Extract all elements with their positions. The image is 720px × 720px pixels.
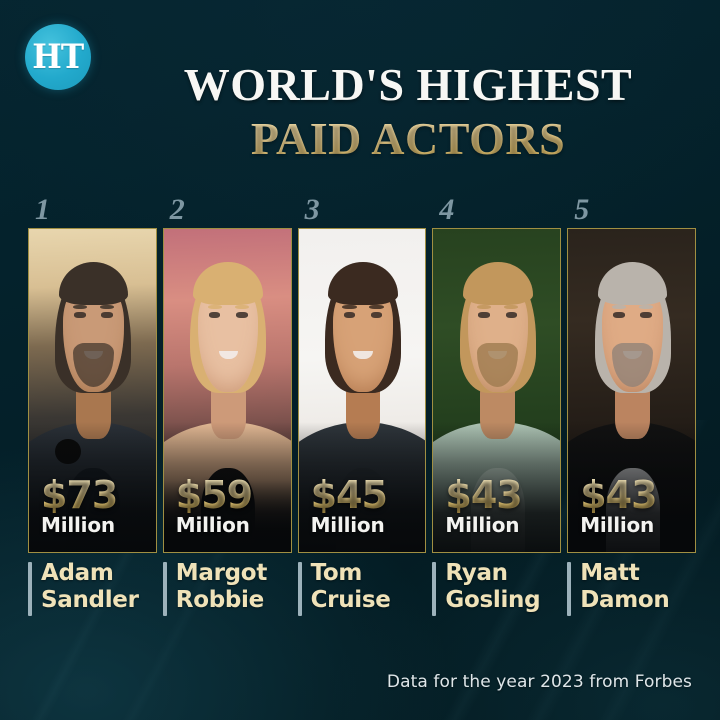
first-name: Ryan [445,560,508,586]
actor-card-row: $73 Million $59 Million $45 Million $43 Million… [28,228,696,553]
earnings-unit: Million [580,513,655,537]
actor-card-2[interactable]: $59 Million [162,228,292,553]
ht-logo-text: HT [32,37,84,77]
last-name: Cruise [310,586,391,613]
earnings-unit: Million [41,513,115,537]
name-label: Adam Sandler [41,560,139,613]
actor-card-3[interactable]: $45 Million [297,228,427,553]
first-name: Tom [310,560,363,586]
actor-card-4[interactable]: $43 Million [432,228,562,553]
earnings-unit: Million [445,513,520,537]
ht-logo-icon: HT [25,24,91,90]
first-name: Margot [175,560,268,586]
card-gradient-overlay [163,422,291,552]
actor-name-2: Margot Robbie [162,560,292,616]
rank-number-row: 1 2 3 4 5 [28,195,696,225]
actor-name-5: Matt Damon [567,560,696,616]
name-separator-bar [432,562,437,616]
title-line-secondary: PAID ACTORS [108,113,708,166]
actor-card-5[interactable]: $43 Million [567,228,696,553]
last-name: Robbie [175,586,264,613]
name-separator-bar [297,562,302,616]
name-label: Matt Damon [580,560,670,613]
source-note: Data for the year 2023 from Forbes [386,672,692,692]
actor-name-row: Adam Sandler Margot Robbie Tom Cruise Ryan Gosl… [28,560,696,616]
actor-name-4: Ryan Gosling [432,560,561,616]
earnings-amount: $43 [445,472,522,517]
title-line-primary: WORLD'S HIGHEST [183,59,633,110]
rank-number-2: 2 [169,193,185,226]
last-name: Damon [580,586,670,613]
card-gradient-overlay [433,422,561,552]
last-name: Gosling [445,586,541,613]
actor-name-3: Tom Cruise [297,560,427,616]
earnings-block: $73 Million [41,472,118,537]
rank-number-3: 3 [304,193,320,226]
name-separator-bar [162,562,167,616]
first-name: Adam [41,560,114,586]
actor-name-1: Adam Sandler [28,560,157,616]
name-separator-bar [28,562,32,616]
earnings-amount: $43 [580,472,657,517]
earnings-block: $43 Million [580,472,657,537]
earnings-unit: Million [175,513,250,537]
earnings-amount: $59 [175,472,253,517]
rank-number-1: 1 [35,193,50,226]
earnings-unit: Million [310,513,385,537]
rank-number-5: 5 [574,193,590,226]
earnings-amount: $73 [41,472,118,517]
name-label: Tom Cruise [311,560,391,613]
actor-card-1[interactable]: $73 Million [28,228,157,553]
name-label: Margot Robbie [175,560,268,613]
earnings-block: $43 Million [445,472,522,537]
name-label: Ryan Gosling [445,560,540,613]
name-separator-bar [567,562,572,616]
card-gradient-overlay [568,422,695,552]
earnings-block: $45 Million [310,472,388,537]
last-name: Sandler [41,586,139,613]
earnings-amount: $45 [310,472,388,517]
card-gradient-overlay [29,422,156,552]
page-title: WORLD'S HIGHEST PAID ACTORS [108,59,708,166]
card-gradient-overlay [298,422,426,552]
first-name: Matt [580,560,640,586]
rank-number-4: 4 [439,193,455,226]
earnings-block: $59 Million [175,472,253,537]
